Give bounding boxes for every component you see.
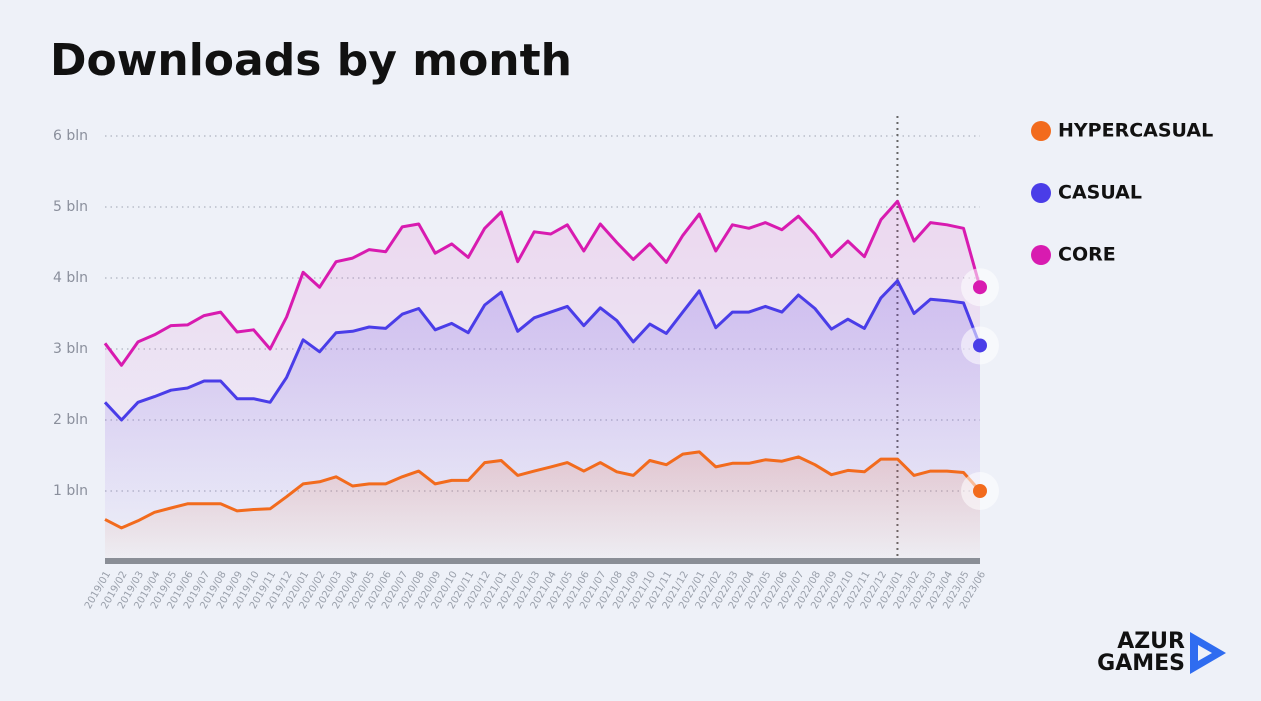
legend-dot xyxy=(1031,245,1051,265)
legend-dot xyxy=(1031,183,1051,203)
line xyxy=(104,450,982,530)
y-tick-label: 6 bln xyxy=(53,128,88,144)
y-tick-label: 5 bln xyxy=(53,199,88,215)
line xyxy=(103,199,982,367)
y-tick-label: 2 bln xyxy=(53,412,88,428)
end-dot xyxy=(973,338,987,353)
legend-dot xyxy=(1031,121,1051,141)
x-axis xyxy=(105,558,980,564)
y-tick-label: 4 bln xyxy=(53,270,88,286)
logo-icon xyxy=(1198,645,1212,661)
y-tick-label: 3 bln xyxy=(53,341,88,357)
line xyxy=(103,279,982,422)
end-dot xyxy=(973,484,987,498)
chart-title: Downloads by month xyxy=(50,35,572,86)
logo-text: AZUR xyxy=(1117,629,1185,654)
legend-label: HYPERCASUAL xyxy=(1058,120,1213,142)
logo-text: GAMES xyxy=(1097,651,1185,676)
y-tick-label: 1 bln xyxy=(53,483,88,499)
area xyxy=(105,201,980,563)
end-dot xyxy=(973,280,987,295)
logo: AZUR GAMES xyxy=(1097,629,1226,676)
legend-label: CASUAL xyxy=(1058,182,1142,204)
legend-label: CORE xyxy=(1058,244,1116,266)
